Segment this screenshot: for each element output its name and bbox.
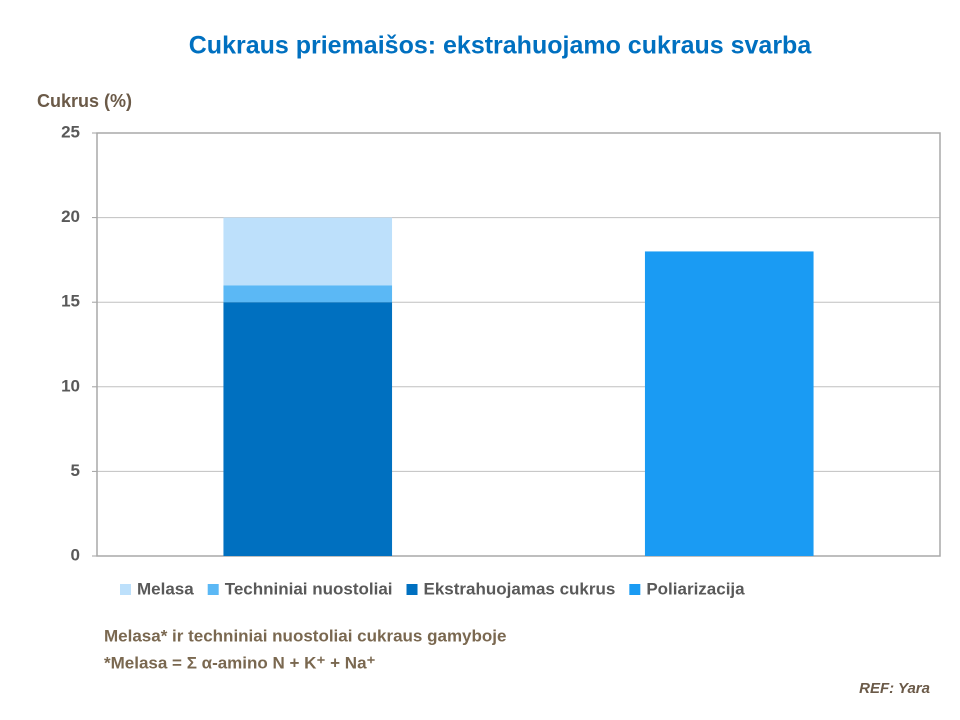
legend-label: Ekstrahuojamas cukrus — [424, 579, 616, 598]
legend-swatch — [207, 584, 219, 595]
y-tick-label: 25 — [61, 122, 80, 141]
legend-swatch — [406, 584, 418, 595]
y-tick-label: 10 — [61, 376, 80, 395]
legend-label: Techniniai nuostoliai — [225, 579, 393, 598]
legend-label: Melasa — [137, 579, 194, 598]
plot-frame — [96, 132, 941, 557]
y-tick-label: 20 — [61, 207, 80, 226]
y-tick-label: 0 — [71, 545, 80, 564]
bar-segment — [223, 285, 393, 303]
source: REF: Yara — [859, 680, 930, 697]
chart-title: Cukraus priemaišos: ekstrahuojamo cukrau… — [189, 32, 813, 60]
y-tick-label: 15 — [61, 292, 80, 311]
bar-segment — [223, 217, 393, 286]
legend-swatch — [629, 584, 641, 595]
legend-swatch — [120, 584, 131, 595]
y-tick-label: 5 — [71, 461, 80, 480]
note: *Melasa = Σ α-amino N + K⁺ + Na⁺ — [104, 653, 376, 672]
y-axis-label: Cukrus (%) — [37, 91, 132, 111]
bar-segment — [644, 251, 814, 556]
legend-label: Poliarizacija — [646, 579, 745, 598]
bar-segment — [223, 302, 393, 556]
note: Melasa* ir techniniai nuostoliai cukraus… — [104, 626, 506, 645]
